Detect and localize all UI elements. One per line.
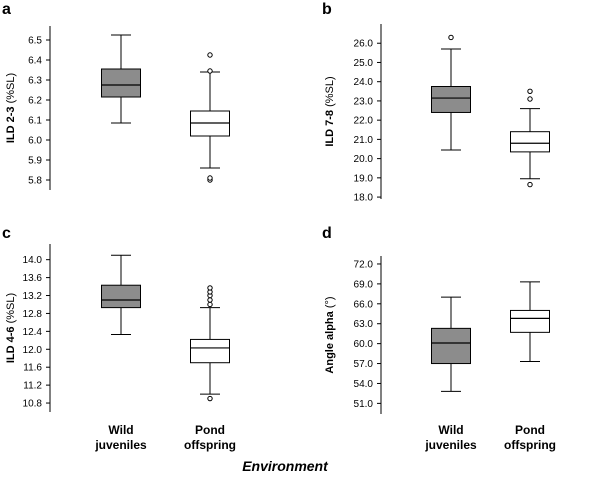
- y-tick-label: 54.0: [354, 379, 374, 390]
- iqr-box: [101, 68, 141, 98]
- iqr-box: [510, 131, 550, 153]
- y-tick-label: 13.2: [23, 291, 43, 302]
- y-tick-label: 18.0: [354, 193, 374, 204]
- y-tick-label: 23.0: [354, 96, 374, 107]
- y-axis-title-unit: (%SL): [324, 76, 336, 107]
- x-category-label: Wild juveniles: [94, 423, 147, 452]
- iqr-box: [510, 309, 550, 333]
- y-axis-title-unit: (%SL): [5, 73, 17, 104]
- panel-b: b 18.0 19.0 20.0 21.0 22.0 23.0 24.0 25.0 26.0 ILD…: [322, 1, 550, 204]
- panel-letter: a: [2, 1, 11, 18]
- x-category-word: juveniles: [94, 438, 147, 452]
- y-tick-label: 24.0: [354, 77, 374, 88]
- box-pond-offspring: [190, 52, 230, 183]
- outlier-point: [527, 88, 533, 95]
- y-tick-label: 6.0: [28, 136, 42, 147]
- y-axis-title: Angle alpha (°): [324, 296, 336, 373]
- x-category-word: Wild: [108, 423, 133, 437]
- y-axis-title-main: ILD 7-8: [324, 107, 336, 147]
- outlier-point: [207, 395, 213, 402]
- x-category-label: Pond offspring: [504, 423, 556, 452]
- box-wild-juveniles: [431, 296, 471, 392]
- y-axis-title-main: ILD 2-3: [5, 103, 17, 143]
- y-tick-label: 22.0: [354, 116, 374, 127]
- outlier-point: [207, 68, 213, 74]
- panel-c: c 10.8 11.2 11.6 12.0 12.4 12.8 13.2 13.6 14.0 ILD…: [2, 225, 236, 452]
- outlier-point: [448, 34, 454, 41]
- y-axis-title-main: ILD 4-6: [5, 323, 17, 363]
- y-tick-label: 19.0: [354, 173, 374, 184]
- outlier-point: [207, 175, 213, 181]
- y-axis-title-main: Angle alpha: [324, 308, 336, 373]
- y-tick-label: 6.1: [28, 116, 42, 127]
- y-tick-label: 51.0: [354, 399, 374, 410]
- y-tick-label: 69.0: [354, 279, 374, 290]
- outlier-point: [207, 301, 213, 308]
- y-tick-label: 6.2: [28, 96, 42, 107]
- y-tick-label: 6.3: [28, 76, 42, 87]
- y-tick-label: 11.2: [23, 381, 42, 392]
- outlier-point: [207, 52, 213, 58]
- y-tick-label: 14.0: [23, 255, 43, 266]
- y-axis-title: ILD 7-8 (%SL): [324, 76, 336, 146]
- y-tick-label: 10.8: [23, 399, 43, 410]
- panel-letter: c: [2, 225, 11, 242]
- outlier-point: [527, 181, 533, 188]
- y-tick-label: 66.0: [354, 299, 374, 310]
- y-tick-label: 12.0: [23, 345, 43, 356]
- iqr-box: [190, 338, 230, 364]
- iqr-box: [101, 284, 141, 309]
- panel-a: a 5.8 5.9 6.0 6.1 6.2 6.3 6.4 6.5 ILD 2-3 (%SL): [2, 1, 230, 190]
- iqr-box: [431, 86, 471, 113]
- y-tick-label: 6.4: [28, 56, 42, 67]
- x-category-word: Pond: [195, 423, 225, 437]
- y-tick-label: 63.0: [354, 319, 374, 330]
- y-tick-label: 21.0: [354, 135, 374, 146]
- y-tick-label: 12.4: [23, 327, 43, 338]
- outlier-point: [527, 96, 533, 102]
- y-tick-label: 25.0: [354, 58, 374, 69]
- x-category-label: Wild juveniles: [424, 423, 477, 452]
- y-tick-label: 12.8: [23, 309, 43, 320]
- x-category-word: Pond: [515, 423, 545, 437]
- y-axis-title-unit: (%SL): [5, 293, 17, 324]
- panel-letter: b: [322, 1, 332, 18]
- y-tick-label: 57.0: [354, 359, 374, 370]
- y-axis-title: ILD 4-6 (%SL): [5, 293, 17, 363]
- outlier-point: [207, 297, 213, 303]
- box-wild-juveniles: [101, 34, 141, 124]
- x-category-word: juveniles: [424, 438, 477, 452]
- panels: a 5.8 5.9 6.0 6.1 6.2 6.3 6.4 6.5 ILD 2-3 (%SL) b 1…: [2, 1, 556, 452]
- box-pond-offspring: [510, 281, 550, 363]
- box-wild-juveniles: [431, 34, 471, 151]
- y-tick-label: 26.0: [354, 39, 374, 50]
- panel-d: d 51.0 54.0 57.0 60.0 63.0 66.0 69.0 72.0 Angle a…: [322, 225, 556, 452]
- box-pond-offspring: [510, 88, 550, 188]
- iqr-box: [431, 327, 471, 365]
- y-tick-label: 5.9: [28, 156, 42, 167]
- y-tick-label: 6.5: [28, 36, 42, 47]
- x-category-word: offspring: [184, 438, 236, 452]
- y-axis-title-unit: (°): [324, 296, 336, 308]
- x-category-word: Wild: [438, 423, 463, 437]
- y-tick-label: 60.0: [354, 339, 374, 350]
- y-tick-label: 72.0: [354, 259, 374, 270]
- y-tick-label: 20.0: [354, 154, 374, 165]
- y-axis-title: ILD 2-3 (%SL): [5, 73, 17, 143]
- panel-letter: d: [322, 225, 332, 242]
- box-pond-offspring: [190, 285, 230, 402]
- y-tick-label: 5.8: [28, 176, 42, 187]
- outlier-point: [207, 285, 213, 291]
- y-tick-label: 13.6: [23, 273, 43, 284]
- x-category-label: Pond offspring: [184, 423, 236, 452]
- box-wild-juveniles: [101, 254, 141, 335]
- y-tick-label: 11.6: [23, 363, 42, 374]
- x-axis-title: Environment: [242, 458, 329, 474]
- x-category-word: offspring: [504, 438, 556, 452]
